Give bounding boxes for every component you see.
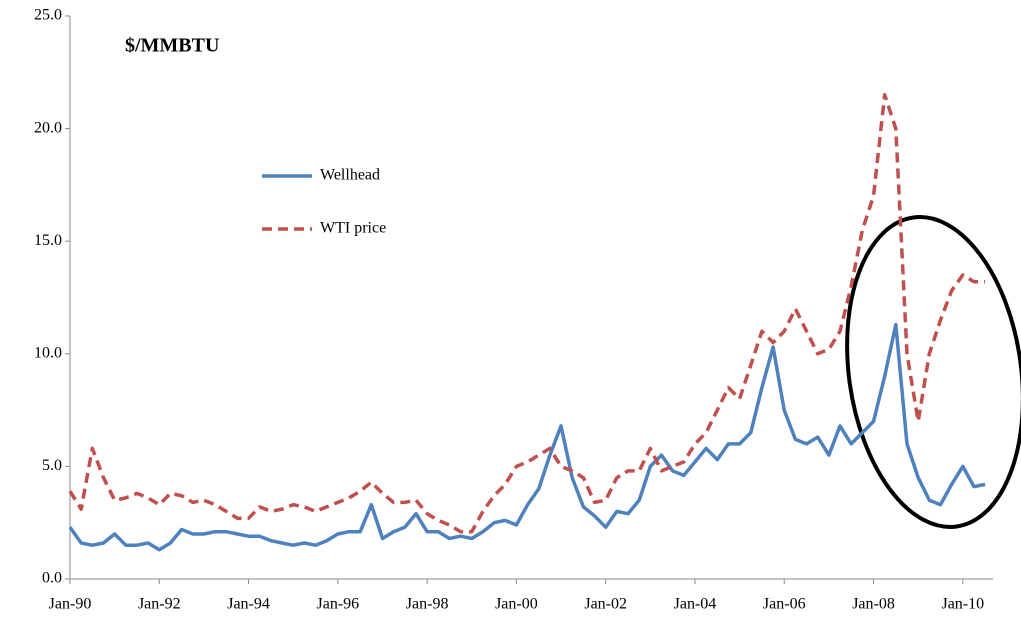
x-tick-label: Jan-06 <box>763 596 806 613</box>
x-tick-label: Jan-10 <box>941 596 984 613</box>
x-tick-label: Jan-98 <box>406 596 449 613</box>
x-tick-label: Jan-02 <box>584 596 627 613</box>
series-line <box>68 322 986 552</box>
y-tick-label: 20.0 <box>34 119 62 136</box>
y-tick-label: 25.0 <box>34 7 62 24</box>
y-tick-label: 5.0 <box>42 457 62 474</box>
x-tick-label: Jan-00 <box>495 596 538 613</box>
x-tick-label: Jan-04 <box>674 596 717 613</box>
legend-label: WTI price <box>320 220 386 237</box>
y-tick-label: 0.0 <box>42 570 62 587</box>
x-tick-label: Jan-96 <box>317 596 360 613</box>
x-tick-label: Jan-08 <box>852 596 895 613</box>
x-tick-label: Jan-94 <box>227 596 270 613</box>
y-tick-label: 10.0 <box>34 344 62 361</box>
legend-label: Wellhead <box>320 167 380 184</box>
highlight-ellipse <box>845 215 1021 529</box>
annotation: $/MMBTU <box>125 35 219 57</box>
y-tick-label: 15.0 <box>34 232 62 249</box>
x-tick-label: Jan-90 <box>49 596 92 613</box>
x-tick-label: Jan-92 <box>138 596 181 613</box>
series-line <box>68 93 986 534</box>
